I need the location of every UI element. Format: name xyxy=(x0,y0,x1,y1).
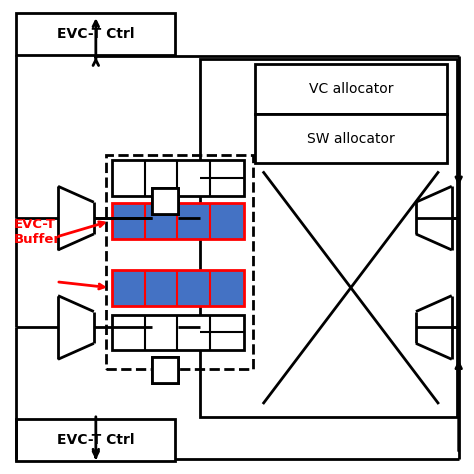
Text: EVC-T Ctrl: EVC-T Ctrl xyxy=(57,27,135,41)
Bar xyxy=(16,13,175,55)
Bar xyxy=(112,161,244,196)
Bar xyxy=(200,59,457,417)
Text: SW allocator: SW allocator xyxy=(307,132,395,146)
Bar xyxy=(153,357,178,383)
Bar xyxy=(16,419,175,461)
Bar xyxy=(255,64,447,114)
Bar xyxy=(112,203,244,239)
Bar xyxy=(255,114,447,164)
Bar xyxy=(153,188,178,214)
Bar xyxy=(112,315,244,350)
Text: EVC-T
Buffer: EVC-T Buffer xyxy=(13,218,60,246)
Bar xyxy=(153,188,178,214)
Text: VC allocator: VC allocator xyxy=(309,82,393,96)
Text: EVC-T Ctrl: EVC-T Ctrl xyxy=(57,433,135,447)
Bar xyxy=(112,270,244,306)
Bar xyxy=(106,155,253,369)
Bar xyxy=(153,357,178,383)
